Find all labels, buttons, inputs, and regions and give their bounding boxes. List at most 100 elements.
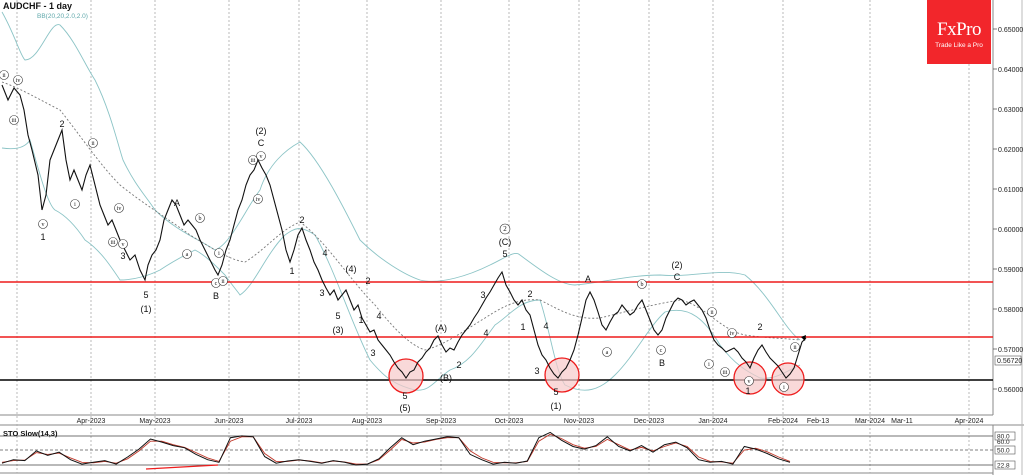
svg-text:May-2023: May-2023: [139, 418, 170, 425]
svg-text:C: C: [674, 272, 681, 282]
svg-text:(C): (C): [499, 237, 512, 247]
svg-text:ii: ii: [710, 310, 714, 316]
svg-text:3: 3: [534, 366, 539, 376]
svg-text:4: 4: [322, 248, 327, 258]
y-tick-label: 0.60000: [998, 227, 1023, 234]
svg-text:Oct-2023: Oct-2023: [495, 418, 524, 425]
svg-text:2: 2: [527, 289, 532, 299]
svg-text:Apr-2024: Apr-2024: [955, 418, 984, 425]
svg-text:3: 3: [120, 251, 125, 261]
logo-brand: FxPro: [937, 19, 981, 40]
svg-text:i: i: [783, 385, 785, 391]
projection-arrow-icon: [801, 335, 806, 341]
chart-title: AUDCHF - 1 day: [3, 1, 73, 11]
bollinger-bands: [1, 11, 801, 391]
y-tick-label: 0.62000: [998, 147, 1023, 154]
svg-text:5: 5: [402, 391, 407, 401]
svg-text:Feb-2024: Feb-2024: [768, 418, 798, 425]
logo-tagline: Trade Like a Pro: [935, 42, 983, 49]
svg-text:4: 4: [483, 328, 488, 338]
svg-text:Apr-2023: Apr-2023: [77, 418, 106, 425]
svg-text:1: 1: [289, 266, 294, 276]
svg-text:Aug-2023: Aug-2023: [352, 418, 382, 425]
svg-text:2: 2: [456, 360, 461, 370]
svg-text:ii: ii: [2, 73, 6, 79]
svg-text:2: 2: [299, 215, 304, 225]
svg-text:(5): (5): [400, 403, 411, 413]
svg-text:3: 3: [370, 348, 375, 358]
svg-text:Jan-2024: Jan-2024: [698, 418, 727, 425]
svg-text:i: i: [74, 202, 76, 208]
svg-text:60.0: 60.0: [997, 439, 1010, 446]
svg-text:v: v: [42, 222, 45, 228]
svg-text:5: 5: [143, 290, 148, 300]
svg-text:iv: iv: [117, 206, 122, 212]
svg-text:a: a: [606, 350, 609, 356]
svg-text:2: 2: [59, 119, 64, 129]
svg-text:2: 2: [365, 276, 370, 286]
svg-text:ii: ii: [793, 345, 797, 351]
sto-level-80: 80.0: [997, 434, 1010, 441]
svg-text:iii: iii: [11, 118, 16, 124]
svg-text:(A): (A): [435, 323, 447, 333]
y-tick-label: 0.59000: [998, 267, 1023, 274]
price-candles: [1, 84, 807, 379]
x-axis: Apr-2023 May-2023 Jun-2023 Jul-2023 Aug-…: [77, 418, 984, 425]
svg-text:5: 5: [553, 387, 558, 397]
y-tick-label: 0.56000: [998, 387, 1023, 394]
y-tick-label: 0.58000: [998, 307, 1023, 314]
svg-text:3: 3: [480, 290, 485, 300]
fxpro-logo: FxPro Trade Like a Pro: [927, 0, 991, 64]
svg-text:i: i: [708, 362, 710, 368]
svg-text:i: i: [218, 251, 220, 257]
sto-level-50: 50.0: [997, 448, 1010, 455]
svg-text:iv: iv: [730, 331, 735, 337]
current-price-label: 0.56720: [997, 358, 1022, 365]
divergence-line: [145, 464, 219, 470]
svg-text:b: b: [641, 282, 644, 288]
svg-text:iv: iv: [256, 197, 261, 203]
svg-text:(3): (3): [333, 325, 344, 335]
svg-text:v: v: [748, 379, 751, 385]
svg-text:Nov-2023: Nov-2023: [564, 418, 594, 425]
svg-text:1: 1: [358, 315, 363, 325]
y-tick-label: 0.61000: [998, 187, 1023, 194]
svg-text:4: 4: [543, 321, 548, 331]
svg-text:(1): (1): [141, 304, 152, 314]
svg-text:B: B: [659, 358, 665, 368]
svg-text:Sep-2023: Sep-2023: [426, 418, 456, 425]
y-tick-label: 0.63000: [998, 107, 1023, 114]
svg-text:2: 2: [503, 225, 507, 233]
svg-text:(2): (2): [256, 126, 267, 136]
svg-text:iii: iii: [722, 370, 727, 376]
svg-text:iii: iii: [250, 158, 255, 164]
svg-text:v: v: [122, 242, 125, 248]
y-tick-label: 0.64000: [998, 67, 1023, 74]
svg-text:iii: iii: [110, 240, 115, 246]
x-gridlines: [16, 0, 970, 473]
sto-panel-label: STO Slow(14,3): [3, 429, 58, 438]
svg-text:Dec-2023: Dec-2023: [634, 418, 664, 425]
y-tick-label: 0.65000: [998, 27, 1023, 34]
svg-text:(4): (4): [346, 264, 357, 274]
svg-text:5: 5: [502, 249, 507, 259]
svg-text:A: A: [174, 198, 180, 208]
stochastic-panel: 80.0 60.0 50.0 22.8: [0, 431, 1016, 470]
indicator-label: BB(20,20,2.0,2.0): [37, 13, 88, 20]
wave-labels: 1 2 3 5 (1) A B (2) C 1 2 4 (4) 3 5 (3) …: [40, 119, 762, 413]
svg-text:(B): (B): [440, 373, 452, 383]
svg-text:(1): (1): [551, 401, 562, 411]
svg-text:B: B: [213, 291, 219, 301]
svg-text:5: 5: [335, 311, 340, 321]
svg-text:iv: iv: [16, 78, 21, 84]
wave-circle-labels: ii iv iii v ii i iv iii v b a i c ii iii…: [0, 70, 800, 392]
svg-text:1: 1: [520, 322, 525, 332]
svg-text:2: 2: [757, 322, 762, 332]
svg-text:C: C: [258, 138, 265, 148]
svg-text:Jun-2023: Jun-2023: [214, 418, 243, 425]
svg-text:Mar-2024: Mar-2024: [855, 418, 885, 425]
svg-text:(2): (2): [672, 260, 683, 270]
sto-level-last: 22.8: [997, 463, 1010, 470]
svg-text:3: 3: [319, 288, 324, 298]
